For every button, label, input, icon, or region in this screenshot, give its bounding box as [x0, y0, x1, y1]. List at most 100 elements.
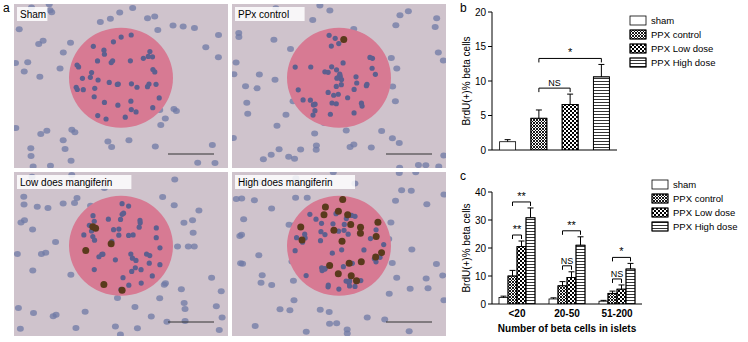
islet-nucleus — [352, 284, 357, 289]
islet-nucleus — [339, 82, 344, 87]
brdu-nucleus — [335, 270, 342, 277]
nucleus — [116, 10, 123, 16]
islet-nucleus — [311, 102, 316, 107]
islet-nucleus — [336, 92, 341, 97]
islet-nucleus — [150, 273, 155, 278]
brdu-nucleus — [372, 253, 379, 260]
legend-swatch-pattern — [630, 44, 646, 53]
islet-nucleus — [373, 227, 378, 232]
nucleus — [432, 24, 439, 30]
nucleus — [108, 144, 115, 150]
islet-nucleus — [354, 80, 359, 85]
nucleus — [304, 195, 311, 201]
islet-nucleus — [327, 33, 332, 38]
nucleus — [30, 163, 37, 168]
significance-bracket — [539, 58, 602, 62]
nucleus — [286, 307, 293, 313]
error-cap — [528, 207, 534, 208]
islet-nucleus — [333, 36, 338, 41]
islet-nucleus — [110, 58, 115, 63]
nucleus — [14, 125, 19, 131]
nucleus — [252, 323, 259, 329]
nucleus — [378, 128, 385, 134]
islet-nucleus — [137, 225, 142, 230]
brdu-nucleus — [339, 196, 346, 203]
nucleus — [47, 7, 54, 13]
nucleus — [258, 280, 265, 286]
nucleus — [60, 137, 67, 143]
error-cap — [598, 64, 604, 65]
islet-nucleus — [80, 76, 85, 81]
nucleus — [392, 98, 399, 104]
nucleus — [272, 77, 279, 83]
bar-pattern — [517, 247, 526, 304]
islet-nucleus — [361, 247, 366, 252]
significance: ** — [513, 190, 531, 206]
error-cap — [519, 241, 525, 242]
islet-nucleus — [300, 97, 305, 102]
nucleus — [29, 267, 36, 273]
islet-nucleus — [126, 203, 131, 208]
nucleus — [181, 300, 188, 306]
error-stem — [538, 110, 539, 118]
nucleus — [157, 122, 164, 128]
error-stem — [530, 208, 531, 218]
nucleus — [297, 146, 304, 152]
bar-pattern — [508, 276, 517, 304]
nucleus — [16, 26, 23, 32]
legend-swatch — [630, 30, 646, 39]
nucleus — [21, 69, 28, 75]
islet-nucleus — [74, 85, 79, 90]
nucleus — [170, 23, 177, 29]
nucleus — [242, 83, 249, 89]
nucleus — [317, 307, 324, 313]
error-bar — [578, 237, 584, 245]
chart: c010203040BrdU(+)% beta cellsNumber of b… — [460, 169, 737, 334]
significance-bracket — [563, 231, 581, 235]
nucleus — [392, 198, 399, 204]
x-tick-label: 51-200 — [601, 308, 633, 319]
panel-label: c — [460, 169, 466, 183]
brdu-nucleus — [340, 36, 347, 43]
error-bar — [551, 298, 557, 299]
error-stem — [580, 237, 581, 245]
nucleus — [309, 17, 316, 23]
nucleus — [68, 158, 75, 164]
islet-nucleus — [293, 65, 298, 70]
error-bar — [610, 291, 616, 293]
nucleus — [15, 305, 22, 311]
islet-nucleus — [107, 80, 112, 85]
islet-nucleus — [341, 264, 346, 269]
error-cap — [601, 300, 607, 301]
nucleus — [114, 295, 121, 301]
nucleus — [440, 192, 446, 198]
brdu-nucleus — [339, 238, 346, 245]
scale-bar — [168, 322, 214, 323]
nucleus — [412, 172, 419, 175]
islet-nucleus — [294, 235, 299, 240]
islet-nucleus — [346, 232, 351, 237]
nucleus — [440, 57, 446, 63]
y-tick — [488, 248, 492, 249]
nucleus — [148, 313, 155, 319]
nucleus — [368, 145, 375, 151]
nucleus — [440, 297, 446, 303]
nucleus — [44, 205, 51, 211]
error-bar — [528, 208, 534, 218]
nucleus — [40, 38, 47, 44]
error-bar — [619, 285, 625, 289]
nucleus — [215, 54, 222, 60]
image-label: Sham — [20, 9, 46, 20]
nucleus — [191, 25, 198, 31]
nucleus — [60, 50, 67, 56]
bar-pattern — [558, 286, 567, 304]
islet-nucleus — [364, 82, 369, 87]
nucleus — [389, 260, 396, 266]
bar — [531, 118, 547, 150]
nucleus — [34, 204, 41, 210]
nucleus — [28, 153, 35, 159]
y-tick-label: 15 — [475, 41, 487, 52]
error-stem — [571, 272, 572, 278]
bar-pattern — [526, 218, 535, 304]
error-cap — [536, 109, 542, 110]
